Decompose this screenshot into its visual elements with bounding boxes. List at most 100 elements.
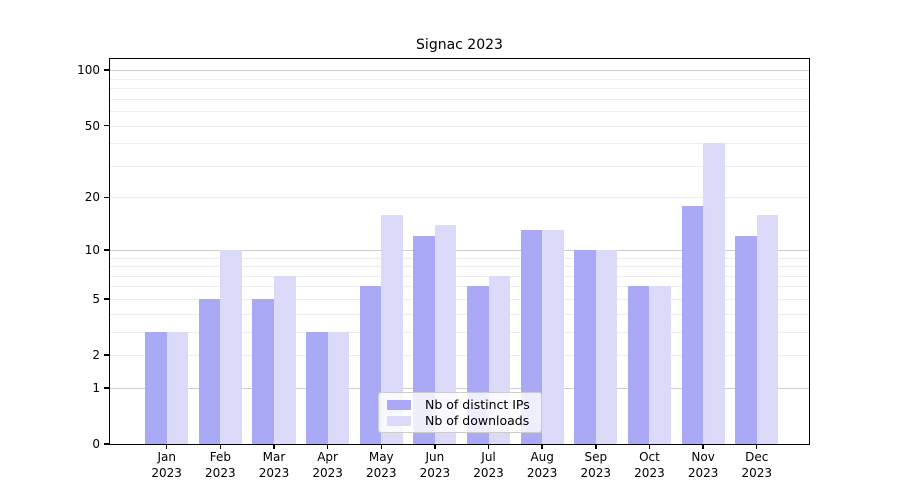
x-tick-month: Jan <box>157 450 176 464</box>
legend-swatch-distinct-ips <box>387 399 411 410</box>
minor-gridline <box>110 275 809 277</box>
y-tick-mark <box>104 443 110 445</box>
bar-ips-nov <box>681 205 704 444</box>
x-tick-mark <box>380 444 382 449</box>
x-tick-label: Nov 2023 <box>671 450 735 481</box>
x-tick-mark <box>326 444 329 449</box>
x-tick-label: Oct 2023 <box>617 450 681 481</box>
x-tick-year: 2023 <box>419 465 451 480</box>
x-tick-month: Jun <box>425 450 445 464</box>
x-tick-year: 2023 <box>580 465 612 480</box>
minor-gridline <box>110 98 809 100</box>
x-tick-month: Mar <box>262 450 286 464</box>
x-tick-label: Sep 2023 <box>564 450 628 481</box>
x-tick-year: 2023 <box>365 465 397 480</box>
x-tick-label: Apr 2023 <box>296 450 360 481</box>
y-tick-mark <box>104 69 110 71</box>
major-gridline <box>110 249 809 251</box>
x-tick-month: May <box>368 450 394 464</box>
legend-item-downloads: Nb of downloads <box>387 413 533 428</box>
bar-downloads-jun <box>434 224 457 444</box>
legend-label-distinct-ips: Nb of distinct IPs <box>425 397 530 412</box>
x-tick-mark <box>702 444 704 449</box>
x-tick-label: Feb 2023 <box>188 450 252 481</box>
x-tick-month: Feb <box>209 450 231 464</box>
x-tick-year: 2023 <box>687 465 719 480</box>
x-tick-mark <box>487 444 490 449</box>
x-tick-label: Dec 2023 <box>725 450 789 481</box>
y-tick-mark <box>104 298 110 300</box>
y-tick-label: 100 <box>77 63 100 78</box>
y-tick-label: 20 <box>84 190 100 205</box>
x-tick-year: 2023 <box>205 465 236 480</box>
bar-downloads-mar <box>273 275 296 444</box>
x-tick-year: 2023 <box>312 465 343 480</box>
x-tick-label: Mar 2023 <box>242 450 306 481</box>
x-tick-year: 2023 <box>473 465 504 480</box>
major-gridline <box>110 387 809 389</box>
minor-gridline <box>110 298 809 300</box>
x-tick-mark <box>434 444 436 449</box>
x-tick-mark <box>165 444 168 449</box>
legend-label-downloads: Nb of downloads <box>425 413 530 428</box>
minor-gridline <box>110 125 809 127</box>
bar-ips-aug <box>520 230 543 444</box>
minor-gridline <box>110 257 809 259</box>
minor-gridline <box>110 143 809 145</box>
y-tick-mark <box>104 196 110 199</box>
x-tick-month: Nov <box>691 450 715 464</box>
bar-downloads-dec <box>756 214 779 444</box>
legend-item-distinct-ips: Nb of distinct IPs <box>387 397 533 412</box>
x-tick-year: 2023 <box>741 465 772 480</box>
y-tick-mark <box>104 354 110 356</box>
bar-downloads-sep <box>595 249 618 444</box>
bar-ips-may <box>359 286 382 444</box>
minor-gridline <box>110 355 809 357</box>
x-tick-mark <box>219 444 222 449</box>
y-tick-mark <box>104 387 110 389</box>
bar-downloads-jan <box>166 331 189 444</box>
minor-gridline <box>110 197 809 199</box>
x-tick-year: 2023 <box>634 465 665 480</box>
x-tick-month: Aug <box>530 450 554 464</box>
minor-gridline <box>110 331 809 333</box>
x-tick-month: Dec <box>745 450 769 464</box>
minor-gridline <box>110 266 809 268</box>
bar-downloads-aug <box>542 230 564 444</box>
major-gridline <box>110 70 809 72</box>
bar-downloads-apr <box>327 331 350 444</box>
bar-ips-dec <box>735 236 757 444</box>
x-tick-year: 2023 <box>258 465 290 480</box>
y-tick-mark <box>104 124 110 127</box>
x-tick-month: Jul <box>481 450 496 464</box>
x-tick-year: 2023 <box>151 465 182 480</box>
minor-gridline <box>110 286 809 288</box>
x-tick-month: Sep <box>584 450 608 464</box>
x-tick-label: Jun 2023 <box>403 450 467 481</box>
x-tick-label: May 2023 <box>349 450 413 481</box>
y-tick-label: 50 <box>84 118 100 133</box>
y-tick-label: 0 <box>92 437 100 451</box>
bar-downloads-may <box>381 214 403 444</box>
x-tick-mark <box>648 444 651 449</box>
minor-gridline <box>110 165 809 167</box>
bar-ips-oct <box>627 286 650 444</box>
bar-ips-apr <box>306 331 328 444</box>
bar-downloads-oct <box>649 286 672 444</box>
x-tick-mark <box>273 444 275 449</box>
minor-gridline <box>110 88 809 90</box>
y-tick-label: 2 <box>92 348 100 363</box>
minor-gridline <box>110 111 809 113</box>
x-tick-label: Aug 2023 <box>510 450 574 481</box>
x-tick-mark <box>541 444 543 449</box>
bar-ips-jan <box>145 331 167 444</box>
y-tick-mark <box>104 249 110 251</box>
x-tick-month: Apr <box>317 450 338 464</box>
x-tick-label: Jan 2023 <box>135 450 199 481</box>
minor-gridline <box>110 78 809 80</box>
y-tick-label: 5 <box>92 291 100 306</box>
bar-downloads-nov <box>703 143 725 444</box>
x-tick-mark <box>755 444 758 449</box>
y-tick-label: 10 <box>84 242 100 257</box>
